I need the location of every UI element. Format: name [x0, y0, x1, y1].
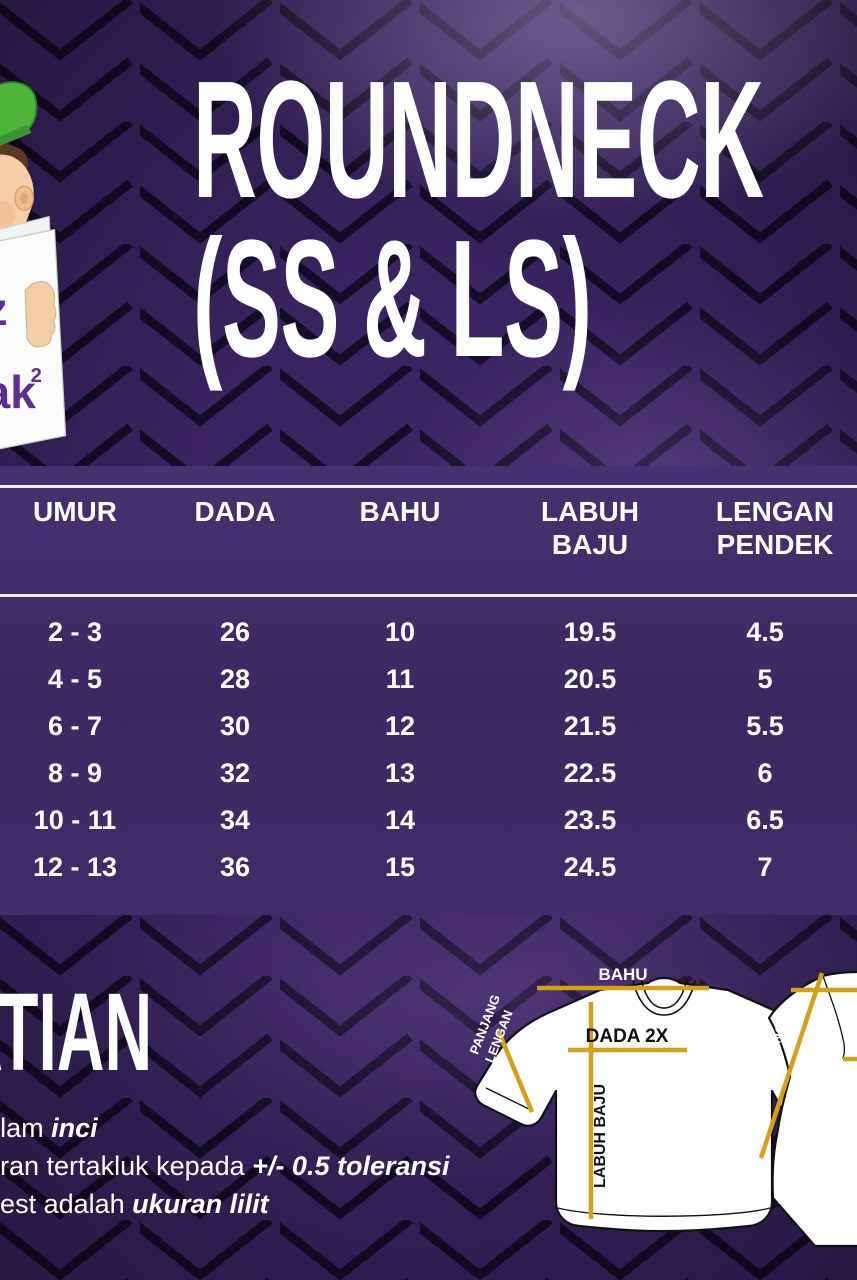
svg-text:2: 2	[31, 365, 42, 387]
svg-text:LABUH BAJU: LABUH BAJU	[592, 1084, 609, 1188]
svg-text:DADA 2X: DADA 2X	[586, 1026, 669, 1047]
svg-text:BAHU: BAHU	[598, 965, 647, 984]
svg-text:z: z	[0, 283, 8, 335]
